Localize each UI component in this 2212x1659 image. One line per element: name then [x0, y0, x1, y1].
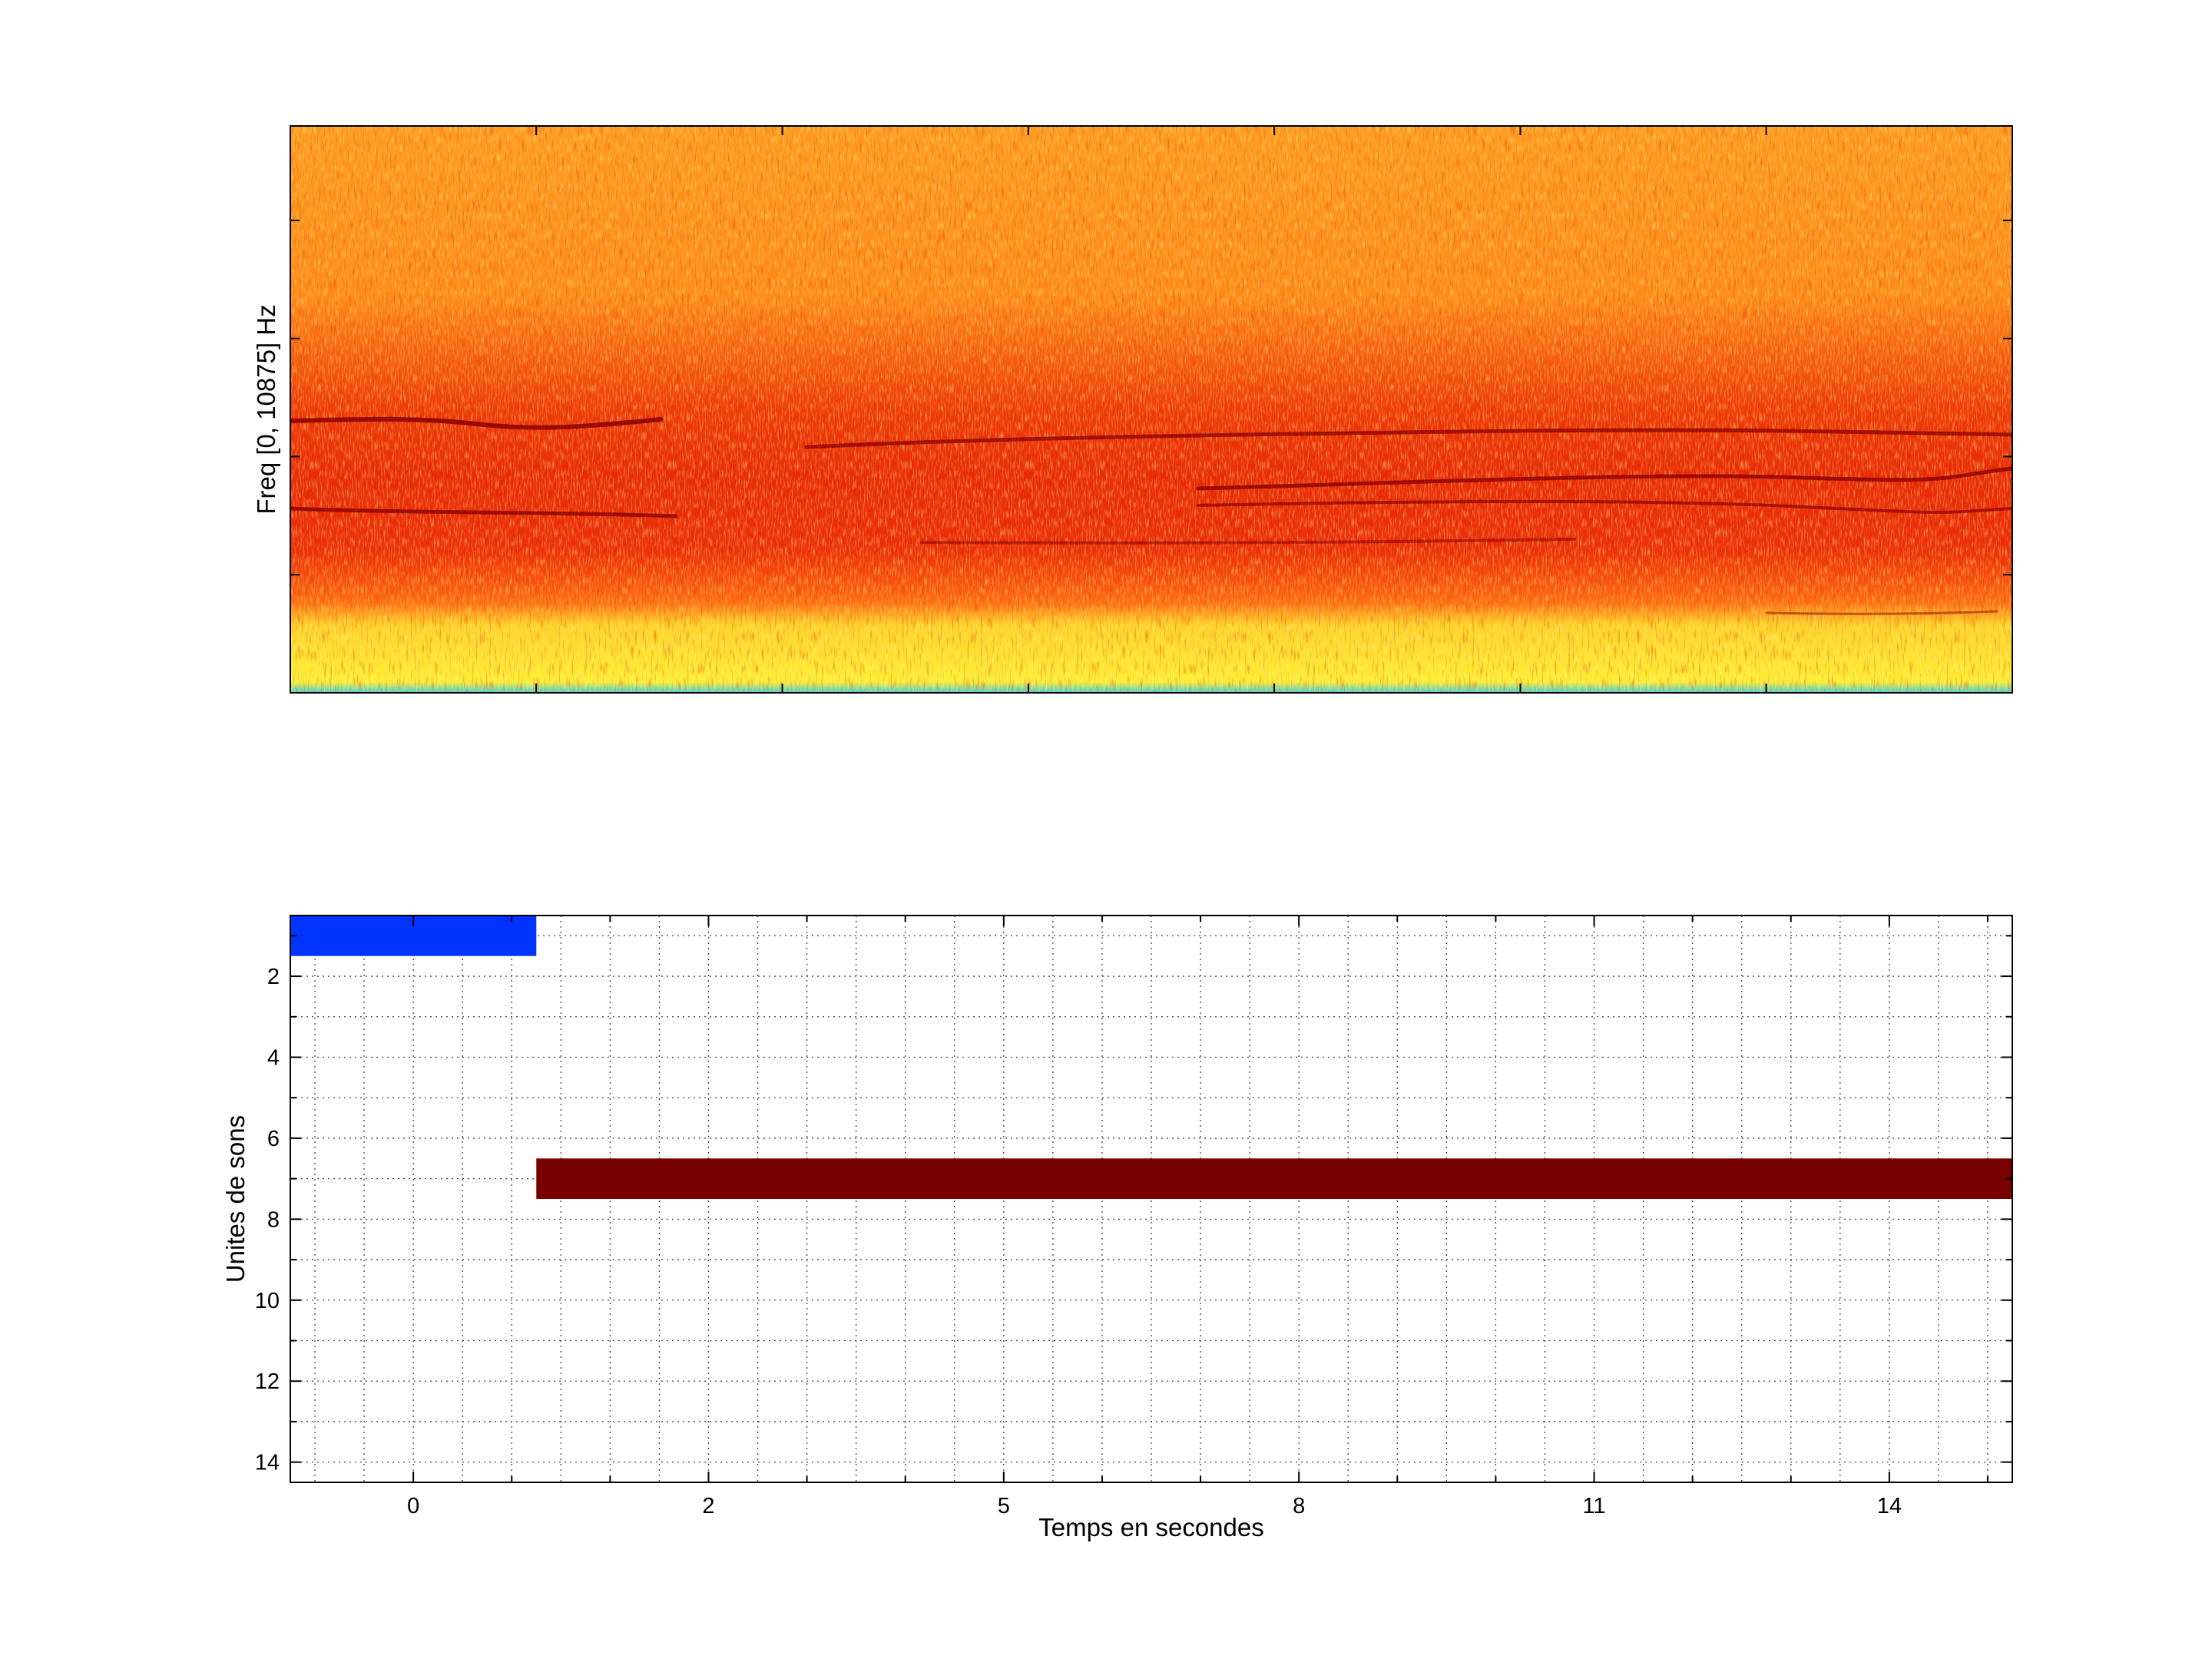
harmonic-line [1197, 500, 2012, 514]
units-segments [290, 916, 2013, 1199]
y-tick-label: 2 [267, 965, 280, 989]
x-tick-label: 5 [998, 1494, 1010, 1518]
units-axes-box [290, 915, 2013, 1483]
spectrogram-y-axis-label: Freq [0, 10875] Hz [252, 304, 280, 514]
harmonic-line [920, 538, 1576, 545]
harmonic-line [1765, 610, 1998, 615]
harmonic-line [290, 416, 663, 430]
spectrogram-ticks [290, 126, 2013, 693]
spectrogram-noise-dark [290, 126, 2012, 693]
y-tick-label: 12 [255, 1369, 280, 1394]
y-tick-label: 8 [267, 1207, 280, 1232]
y-tick-label: 6 [267, 1127, 280, 1151]
units-panel: 2 4 6 8 10 12 14 0 2 5 8 11 14 Temps en secondes Un… [221, 915, 2013, 1541]
units-y-axis-label: Unites de sons [221, 1115, 250, 1283]
harmonic-line [1196, 466, 2012, 491]
x-tick-label: 11 [1582, 1494, 1605, 1518]
unit-segment-7 [536, 1158, 2013, 1199]
units-ticks [290, 916, 2012, 1482]
harmonic-lines [290, 416, 2012, 615]
x-tick-label: 8 [1293, 1494, 1305, 1518]
x-tick-label: 0 [407, 1494, 419, 1518]
units-y-tick-labels: 2 4 6 8 10 12 14 [255, 965, 280, 1475]
units-x-axis-label: Temps en secondes [1038, 1513, 1264, 1541]
spectrogram-panel: Freq [0, 10875] Hz [252, 125, 2013, 694]
harmonic-line [804, 428, 2012, 449]
spectrogram-axes-box [290, 125, 2013, 694]
y-tick-label: 4 [267, 1046, 280, 1071]
harmonic-line [290, 506, 678, 518]
y-tick-label: 10 [255, 1289, 280, 1313]
units-x-tick-labels: 0 2 5 8 11 14 [407, 1494, 1902, 1518]
x-tick-label: 14 [1877, 1494, 1902, 1518]
x-tick-label: 2 [702, 1494, 714, 1518]
y-tick-label: 14 [255, 1451, 280, 1475]
